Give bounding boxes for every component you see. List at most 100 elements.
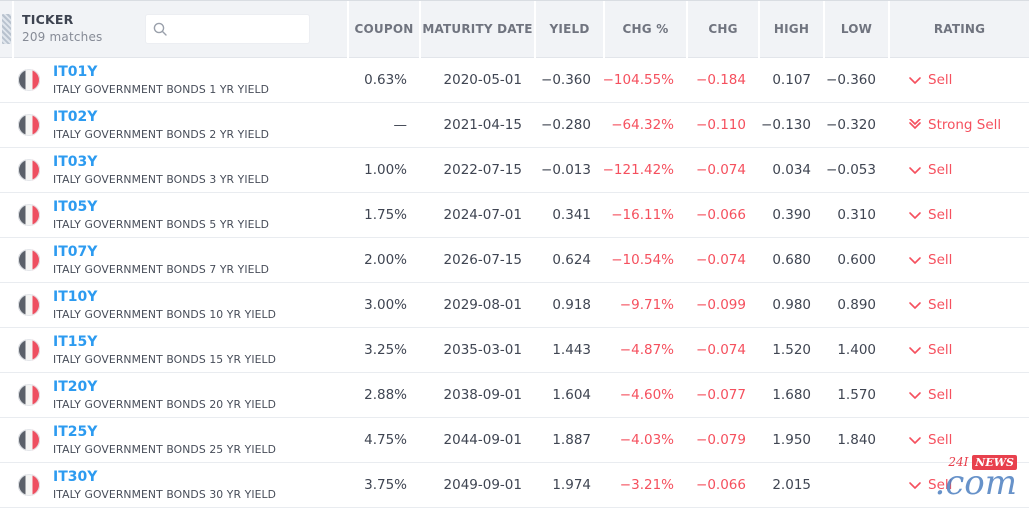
italy-flag-icon: [18, 113, 40, 136]
rating-label: Sell: [928, 342, 953, 358]
chg-cell: −0.077: [696, 387, 746, 403]
chg-cell: −0.074: [696, 252, 746, 268]
high-cell: −0.130: [761, 117, 811, 133]
coupon-cell: 3.00%: [364, 297, 407, 313]
search-input[interactable]: [173, 15, 303, 43]
header-corner-cell: [0, 1, 12, 58]
table-row[interactable]: IT25Y ITALY GOVERNMENT BONDS 25 YR YIELD 4…: [0, 418, 1029, 463]
column-header-low[interactable]: LOW: [825, 1, 888, 58]
coupon-cell: 3.25%: [364, 342, 407, 358]
ticker-description: ITALY GOVERNMENT BONDS 20 YR YIELD: [53, 397, 277, 411]
table-row[interactable]: IT30Y ITALY GOVERNMENT BONDS 30 YR YIELD 3…: [0, 463, 1029, 508]
ticker-symbol[interactable]: IT07Y: [53, 244, 98, 260]
yield-cell: 1.443: [552, 342, 591, 358]
ticker-cell: IT03Y ITALY GOVERNMENT BONDS 3 YR YIELD: [0, 154, 345, 186]
ticker-text: IT10Y ITALY GOVERNMENT BONDS 10 YR YIELD: [53, 289, 276, 321]
ticker-cell: IT20Y ITALY GOVERNMENT BONDS 20 YR YIELD: [0, 379, 345, 411]
maturity-date-cell: 2022-07-15: [443, 162, 522, 178]
high-cell: 0.680: [772, 252, 811, 268]
chevron-down-icon: [909, 436, 921, 444]
yield-cell: −0.013: [541, 162, 591, 178]
column-header-chg-pct[interactable]: CHG %: [605, 1, 686, 58]
chg-pct-cell: −9.71%: [619, 297, 674, 313]
yield-cell: −0.360: [541, 72, 591, 88]
ticker-description: ITALY GOVERNMENT BONDS 7 YR YIELD: [53, 262, 270, 276]
high-cell: 1.520: [772, 342, 811, 358]
chg-pct-cell: −4.60%: [619, 387, 674, 403]
chg-pct-cell: −104.55%: [602, 72, 674, 88]
ticker-search-box[interactable]: [144, 14, 310, 44]
table-body: IT01Y ITALY GOVERNMENT BONDS 1 YR YIELD 0.…: [0, 58, 1029, 508]
ticker-description: ITALY GOVERNMENT BONDS 5 YR YIELD: [53, 217, 270, 231]
low-cell: 1.840: [837, 432, 876, 448]
coupon-cell: —: [393, 117, 408, 133]
ticker-description: ITALY GOVERNMENT BONDS 2 YR YIELD: [53, 127, 270, 141]
high-cell: 2.015: [772, 477, 811, 493]
column-header-chg[interactable]: CHG: [688, 1, 758, 58]
table-row[interactable]: IT15Y ITALY GOVERNMENT BONDS 15 YR YIELD 3…: [0, 328, 1029, 373]
ticker-symbol[interactable]: IT02Y: [53, 109, 98, 125]
column-header-yield[interactable]: YIELD: [536, 1, 603, 58]
maturity-date-cell: 2044-09-01: [443, 432, 522, 448]
rating-cell: Sell: [886, 342, 1029, 358]
coupon-cell: 3.75%: [364, 477, 407, 493]
table-row[interactable]: IT01Y ITALY GOVERNMENT BONDS 1 YR YIELD 0.…: [0, 58, 1029, 103]
column-header-high[interactable]: HIGH: [760, 1, 823, 58]
yield-cell: 0.624: [552, 252, 591, 268]
italy-flag-icon: [18, 473, 40, 496]
low-cell: −0.320: [826, 117, 876, 133]
double-chevron-down-icon: [909, 118, 921, 129]
table-header: TICKER 209 matches COUPON MATURITY DATE …: [0, 1, 1029, 58]
table-row[interactable]: IT10Y ITALY GOVERNMENT BONDS 10 YR YIELD 3…: [0, 283, 1029, 328]
chg-pct-cell: −4.87%: [619, 342, 674, 358]
ticker-symbol[interactable]: IT20Y: [53, 379, 98, 395]
chevron-down-icon: [909, 481, 921, 489]
ticker-text: IT03Y ITALY GOVERNMENT BONDS 3 YR YIELD: [53, 154, 269, 186]
chevron-down-icon: [909, 256, 921, 264]
high-cell: 1.950: [772, 432, 811, 448]
coupon-cell: 4.75%: [364, 432, 407, 448]
ticker-symbol[interactable]: IT05Y: [53, 199, 98, 215]
hatch-corner-icon: [2, 14, 11, 44]
maturity-date-cell: 2024-07-01: [443, 207, 522, 223]
yield-cell: 1.974: [552, 477, 591, 493]
table-row[interactable]: IT02Y ITALY GOVERNMENT BONDS 2 YR YIELD — 2…: [0, 103, 1029, 148]
ticker-description: ITALY GOVERNMENT BONDS 1 YR YIELD: [53, 82, 270, 96]
column-header-coupon[interactable]: COUPON: [349, 1, 419, 58]
ticker-symbol[interactable]: IT03Y: [53, 154, 98, 170]
ticker-symbol[interactable]: IT15Y: [53, 334, 98, 350]
maturity-date-cell: 2021-04-15: [443, 117, 522, 133]
high-cell: 1.680: [772, 387, 811, 403]
ticker-text: IT25Y ITALY GOVERNMENT BONDS 25 YR YIELD: [53, 424, 276, 456]
ticker-cell: IT02Y ITALY GOVERNMENT BONDS 2 YR YIELD: [0, 109, 345, 141]
table-row[interactable]: IT20Y ITALY GOVERNMENT BONDS 20 YR YIELD 2…: [0, 373, 1029, 418]
yield-cell: 1.887: [552, 432, 591, 448]
ticker-symbol[interactable]: IT30Y: [53, 469, 98, 485]
ticker-symbol[interactable]: IT01Y: [53, 64, 98, 80]
italy-flag-icon: [18, 428, 40, 451]
table-row[interactable]: IT03Y ITALY GOVERNMENT BONDS 3 YR YIELD 1.…: [0, 148, 1029, 193]
chevron-down-icon: [909, 391, 921, 399]
rating-label: Sell: [928, 297, 953, 313]
ticker-cell: IT07Y ITALY GOVERNMENT BONDS 7 YR YIELD: [0, 244, 345, 276]
table-row[interactable]: IT07Y ITALY GOVERNMENT BONDS 7 YR YIELD 2.…: [0, 238, 1029, 283]
chg-cell: −0.184: [696, 72, 746, 88]
ticker-symbol[interactable]: IT25Y: [53, 424, 98, 440]
column-header-rating[interactable]: RATING: [890, 1, 1029, 58]
yield-cell: 0.918: [552, 297, 591, 313]
ticker-symbol[interactable]: IT10Y: [53, 289, 98, 305]
column-header-ticker[interactable]: TICKER 209 matches: [14, 1, 347, 58]
maturity-date-cell: 2020-05-01: [443, 72, 522, 88]
low-cell: −0.053: [826, 162, 876, 178]
rating-cell: Sell: [886, 432, 1029, 448]
low-cell: 1.400: [837, 342, 876, 358]
ticker-cell: IT30Y ITALY GOVERNMENT BONDS 30 YR YIELD: [0, 469, 345, 501]
chevron-down-icon: [909, 76, 921, 84]
table-row[interactable]: IT05Y ITALY GOVERNMENT BONDS 5 YR YIELD 1.…: [0, 193, 1029, 238]
low-cell: 0.310: [837, 207, 876, 223]
italy-flag-icon: [18, 68, 40, 91]
yield-cell: −0.280: [541, 117, 591, 133]
rating-cell: Sell: [886, 477, 1029, 493]
column-header-maturity[interactable]: MATURITY DATE: [421, 1, 534, 58]
